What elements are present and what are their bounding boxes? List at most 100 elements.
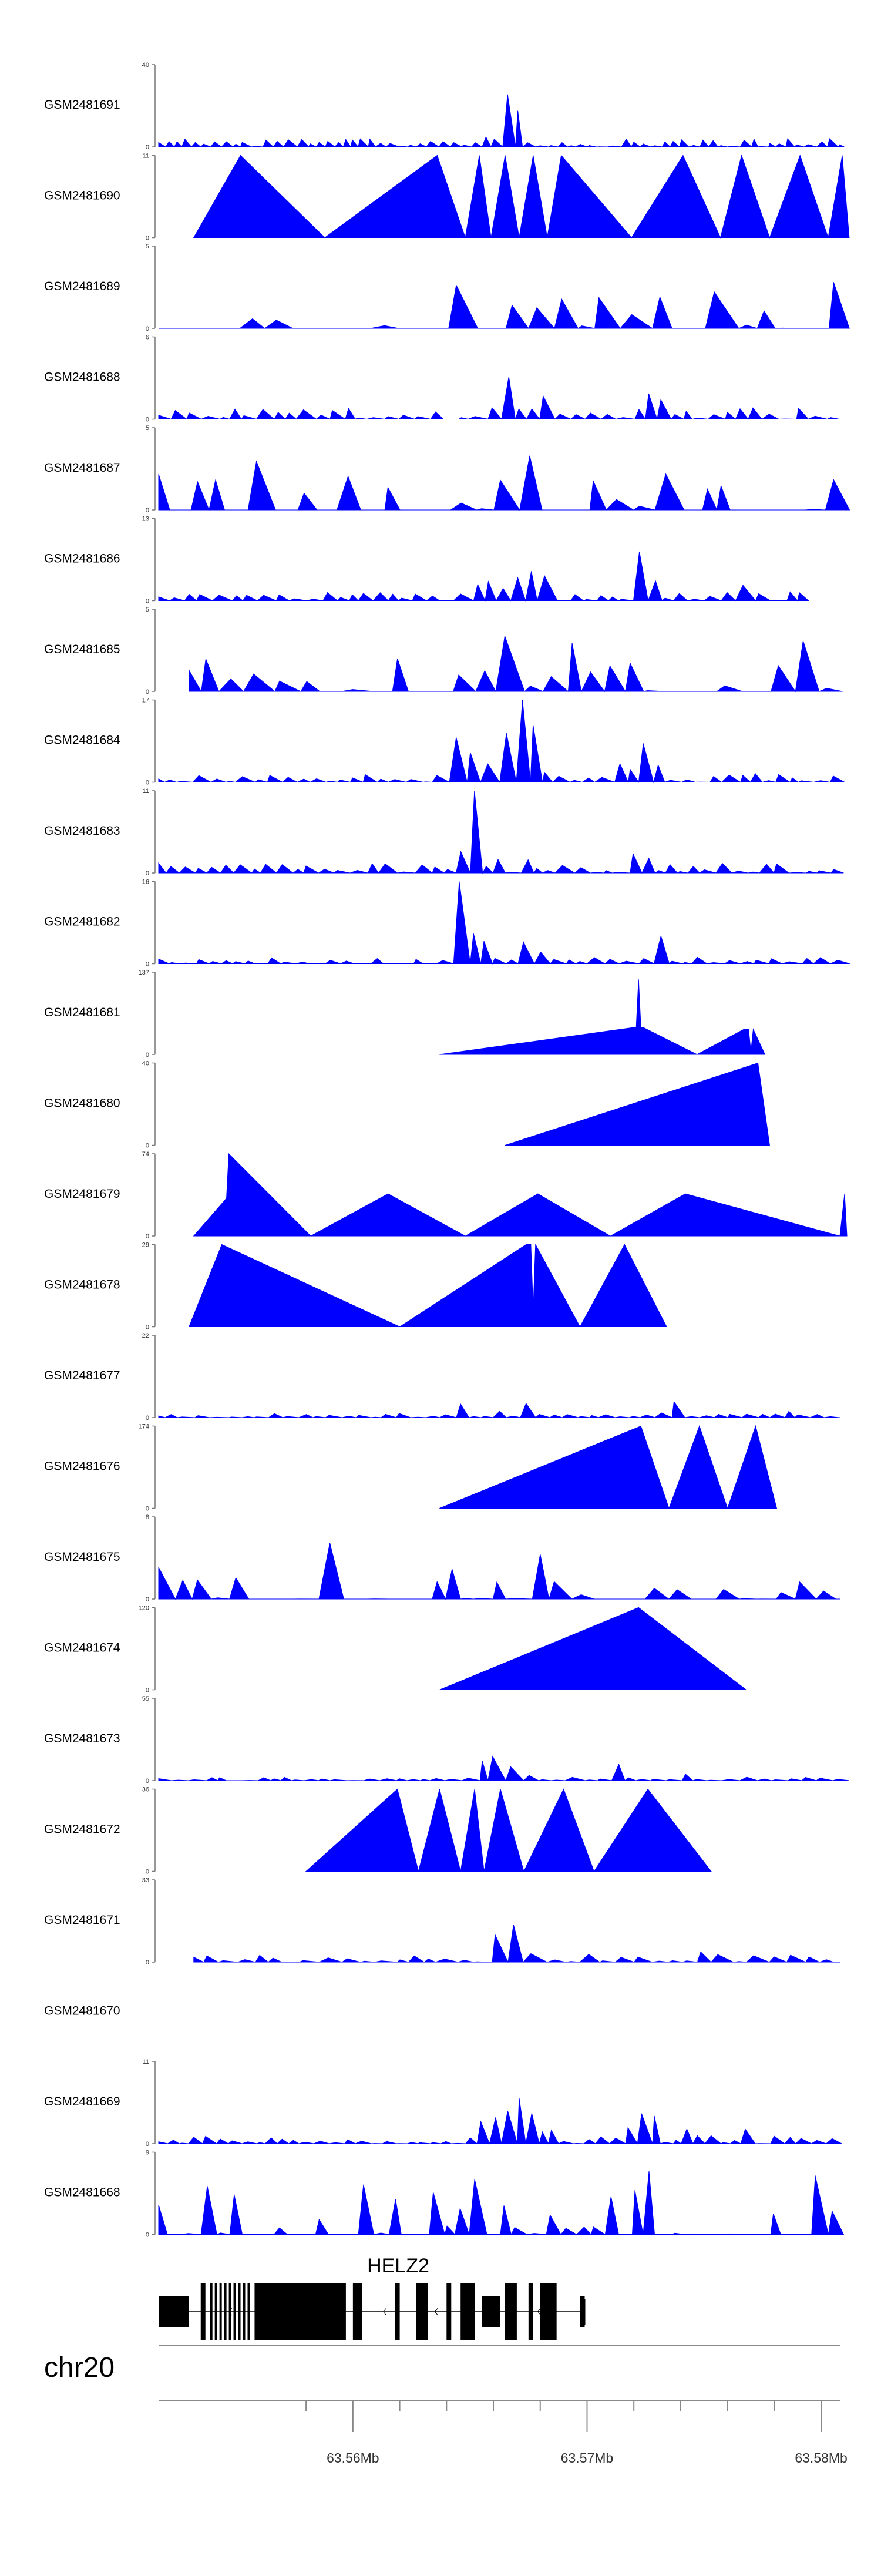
y-axis-max-label: 13 — [142, 516, 149, 523]
exon-block — [446, 2283, 452, 2340]
coverage-area — [158, 700, 845, 784]
track-label: GSM2481689 — [44, 280, 120, 293]
coverage-area — [158, 1400, 840, 1418]
exon-block — [233, 2283, 236, 2340]
y-axis-zero-label: 0 — [146, 417, 149, 424]
exon-block — [243, 2283, 246, 2340]
y-axis-zero-label: 0 — [146, 235, 149, 242]
exon-block — [238, 2283, 241, 2340]
track-GSM2481687: GSM2481687 5 0 — [44, 425, 850, 514]
track-GSM2481685: GSM2481685 5 0 — [44, 606, 843, 696]
track-GSM2481681: GSM2481681 137 0 — [44, 969, 766, 1059]
exon-block — [505, 2283, 517, 2340]
strand-arrow-icon — [383, 2308, 387, 2316]
track-GSM2481680: GSM2481680 40 0 — [44, 1060, 770, 1150]
coverage-area — [505, 1062, 770, 1146]
y-axis-zero-label: 0 — [146, 961, 149, 968]
track-GSM2481684: GSM2481684 17 0 — [44, 697, 845, 787]
track-label: GSM2481688 — [44, 371, 120, 384]
y-axis-zero-label: 0 — [146, 1506, 149, 1513]
y-axis-zero-label: 0 — [146, 1324, 149, 1331]
axis-ticks: 63.56Mb 63.57Mb 63.58Mb — [305, 2400, 848, 2466]
track-GSM2481675: GSM2481675 8 0 — [44, 1514, 840, 1603]
coverage-area — [439, 1425, 778, 1510]
track-GSM2481688: GSM2481688 6 0 — [44, 334, 840, 424]
exon-block — [247, 2283, 250, 2340]
y-axis-max-label: 9 — [146, 2150, 149, 2157]
y-axis-zero-label: 0 — [146, 1415, 149, 1422]
track-label: GSM2481680 — [44, 1097, 120, 1110]
exon-block — [540, 2283, 557, 2340]
track-GSM2481678: GSM2481678 29 0 — [44, 1242, 667, 1331]
exon-block — [254, 2283, 346, 2340]
y-axis-zero-label: 0 — [146, 325, 149, 333]
y-axis-max-label: 33 — [142, 1877, 149, 1884]
y-axis-max-label: 17 — [142, 697, 149, 704]
coverage-area — [189, 636, 843, 693]
track-label: GSM2481670 — [44, 2004, 120, 2018]
exon-block — [224, 2283, 227, 2340]
exon-block — [482, 2296, 500, 2327]
y-axis-max-label: 137 — [139, 969, 149, 976]
chromosome-label: chr20 — [44, 2352, 115, 2383]
y-axis-max-label: 55 — [142, 1695, 149, 1702]
coverage-area — [158, 2171, 845, 2236]
exon-block — [210, 2283, 213, 2340]
axis-tick-label: 63.56Mb — [327, 2450, 379, 2466]
track-label: GSM2481674 — [44, 1641, 120, 1655]
exon-block — [228, 2283, 231, 2340]
track-label: GSM2481675 — [44, 1550, 120, 1564]
coverage-area — [158, 377, 840, 420]
axis-tick-label: 63.57Mb — [561, 2450, 614, 2466]
track-GSM2481683: GSM2481683 11 0 — [44, 788, 844, 877]
track-label: GSM2481672 — [44, 1823, 120, 1836]
y-axis-max-label: 11 — [143, 153, 149, 160]
y-axis-max-label: 11 — [143, 2058, 149, 2065]
track-label: GSM2481679 — [44, 1187, 120, 1201]
exon-block — [214, 2283, 217, 2340]
y-axis-zero-label: 0 — [146, 507, 149, 514]
exon-block — [395, 2283, 400, 2340]
track-GSM2481669: GSM2481669 11 0 — [44, 2058, 842, 2148]
y-axis-zero-label: 0 — [146, 2141, 149, 2148]
track-GSM2481677: GSM2481677 22 0 — [44, 1332, 840, 1422]
exon-block — [159, 2296, 189, 2327]
track-GSM2481686: GSM2481686 13 0 — [44, 516, 809, 605]
y-axis-max-label: 5 — [146, 425, 149, 432]
y-axis-max-label: 174 — [139, 1423, 149, 1430]
y-axis-max-label: 120 — [139, 1605, 149, 1612]
track-GSM2481674: GSM2481674 120 0 — [44, 1605, 747, 1694]
exon-block — [352, 2283, 362, 2340]
track-label: GSM2481684 — [44, 734, 120, 747]
track-label: GSM2481691 — [44, 98, 120, 112]
y-axis-max-label: 11 — [143, 788, 149, 795]
track-GSM2481672: GSM2481672 36 0 — [44, 1786, 712, 1876]
coverage-area — [439, 1607, 747, 1690]
coverage-area — [158, 881, 850, 965]
coverage-area — [193, 1925, 840, 1963]
track-GSM2481679: GSM2481679 74 0 — [44, 1151, 848, 1240]
y-axis-zero-label: 0 — [146, 1052, 149, 1059]
track-label: GSM2481673 — [44, 1732, 120, 1745]
coverage-area — [193, 1153, 848, 1237]
y-axis-max-label: 8 — [146, 1514, 149, 1521]
track-label: GSM2481669 — [44, 2095, 120, 2108]
track-label: GSM2481676 — [44, 1460, 120, 1473]
track-GSM2481689: GSM2481689 5 0 — [44, 243, 850, 333]
y-axis-zero-label: 0 — [146, 1233, 149, 1240]
coverage-area — [158, 1543, 840, 1600]
coverage-area — [193, 154, 850, 239]
exon-block — [460, 2283, 475, 2340]
y-axis-zero-label: 0 — [146, 1869, 149, 1876]
track-label: GSM2481690 — [44, 189, 120, 203]
strand-arrow-icon — [434, 2308, 438, 2316]
coverage-area — [158, 2098, 842, 2145]
y-axis-zero-label: 0 — [146, 780, 149, 787]
y-axis-zero-label: 0 — [146, 688, 149, 696]
genome-axis: chr20 63.56Mb 63.57Mb 63.58Mb — [44, 2345, 848, 2466]
coverage-area — [158, 790, 844, 874]
exon-block — [580, 2296, 585, 2327]
y-axis-max-label: 29 — [142, 1242, 149, 1249]
track-GSM2481691: GSM2481691 40 0 — [44, 62, 845, 151]
